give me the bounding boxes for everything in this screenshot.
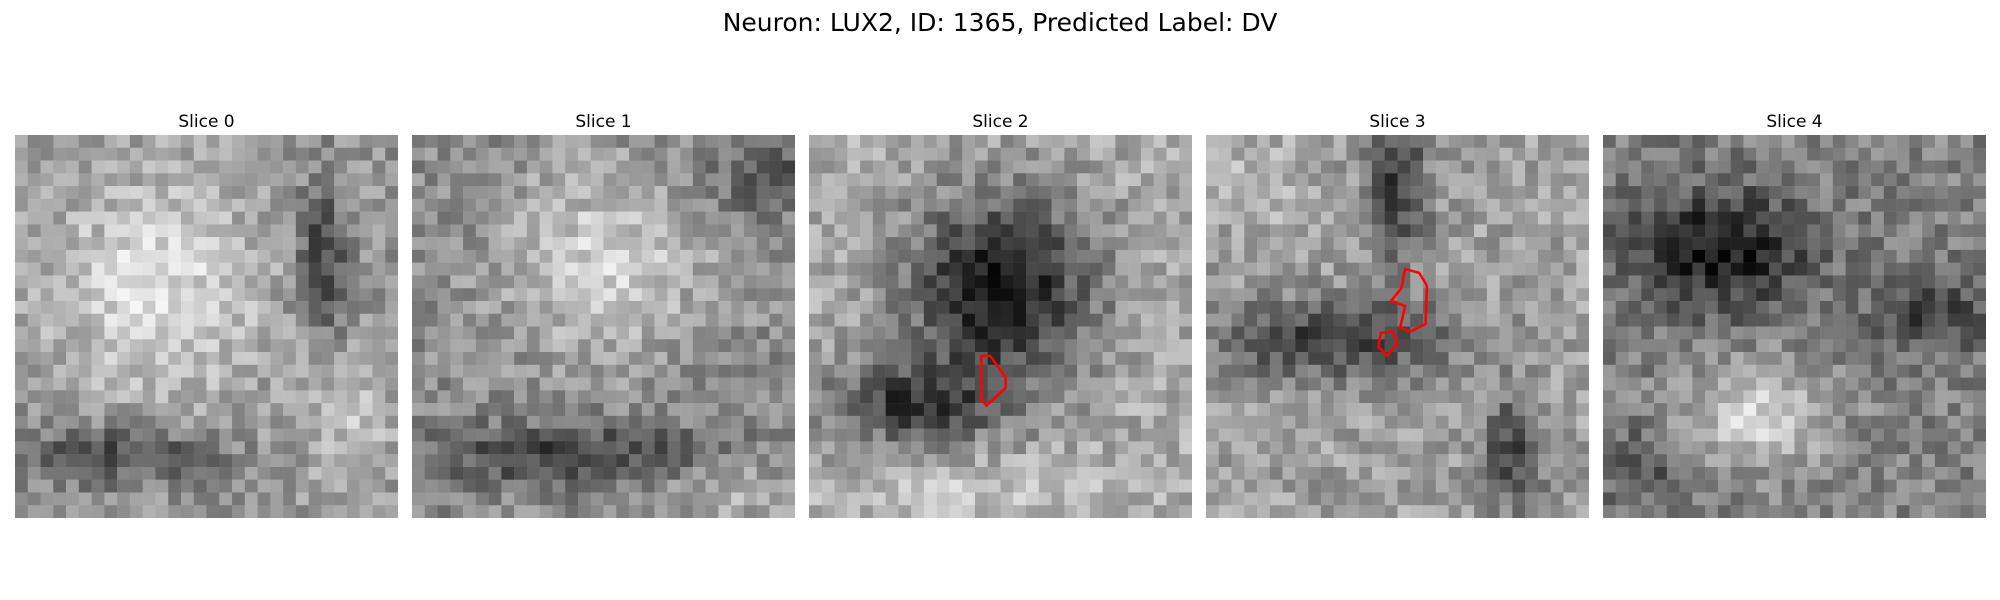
- slice-title-3: Slice 3: [1369, 112, 1426, 132]
- slice-panel-1: Slice 1: [412, 111, 795, 518]
- slice-image-0: [15, 135, 398, 518]
- slice-panel-0: Slice 0: [15, 111, 398, 518]
- slice-title-2: Slice 2: [972, 112, 1029, 132]
- slice-panel-3: Slice 3: [1206, 111, 1589, 518]
- roi-outline-slice-3a: [1389, 267, 1429, 333]
- slice-panel-2: Slice 2: [809, 111, 1192, 518]
- roi-outline-slice-3b: [1376, 330, 1399, 358]
- slice-panel-4: Slice 4: [1603, 111, 1986, 518]
- slice-title-0: Slice 0: [178, 112, 235, 132]
- slice-title-4: Slice 4: [1766, 112, 1823, 132]
- slice-title-1: Slice 1: [575, 112, 632, 132]
- slice-image-3: [1206, 135, 1589, 518]
- slice-image-2: [809, 135, 1192, 518]
- figure-title: Neuron: LUX2, ID: 1365, Predicted Label:…: [722, 8, 1278, 37]
- slice-image-1: [412, 135, 795, 518]
- roi-outline-slice-2: [980, 354, 1007, 408]
- slice-image-4: [1603, 135, 1986, 518]
